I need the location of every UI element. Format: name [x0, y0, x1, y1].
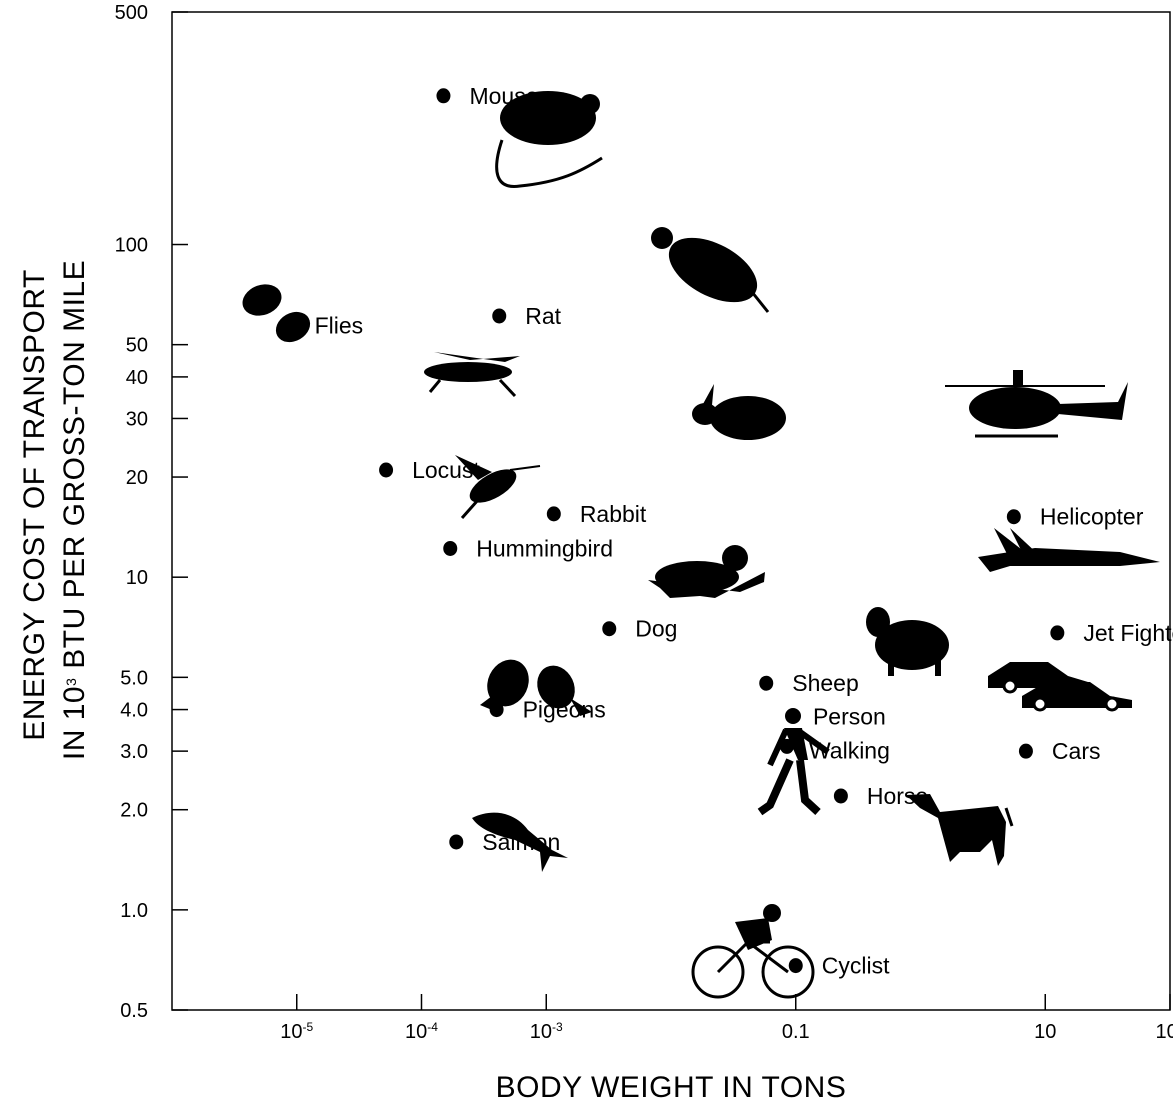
y-axis-title-line2-pre: IN 10 — [58, 686, 91, 760]
y-tick-label: 5.0 — [120, 667, 148, 689]
salmon-icon — [472, 812, 568, 872]
x-tick-label: 10-4 — [405, 1020, 438, 1043]
flies-icon — [242, 284, 311, 343]
x-tick-label-base: 10 — [280, 1021, 302, 1043]
x-tick-label-exponent: -3 — [552, 1020, 563, 1034]
x-tick-label-base: 10 — [1034, 1021, 1056, 1043]
data-point-pigeons — [489, 702, 504, 718]
data-point-hummingbird — [443, 540, 458, 556]
point-label-helicopter: Helicopter — [1040, 504, 1144, 530]
dog-icon — [648, 545, 765, 598]
point-label-mouse: Mouse — [469, 83, 538, 109]
y-axis-title-line2: IN 103 BTU PER GROSS-TON MILE — [58, 260, 91, 760]
data-point-rabbit — [546, 506, 561, 522]
helicopter-icon — [945, 370, 1128, 438]
x-axis-ticks: 10-510-410-30.110102 — [280, 994, 1173, 1043]
cars-icon — [988, 662, 1132, 712]
rabbit-icon — [692, 384, 786, 440]
x-tick-label: 10-3 — [530, 1020, 563, 1043]
x-axis-title: BODY WEIGHT IN TONS — [496, 1071, 847, 1104]
x-tick-label-base: 10 — [530, 1021, 552, 1043]
pigeons-icon — [480, 659, 592, 716]
data-point-person-walking — [779, 738, 794, 754]
plot-frame — [171, 11, 1171, 1011]
point-label-line: Person — [813, 703, 886, 729]
x-tick-label-exponent: -5 — [303, 1020, 314, 1034]
y-tick-label: 50 — [126, 335, 148, 357]
person-walking-icon — [757, 708, 830, 816]
point-label-horse: Horse — [867, 783, 928, 809]
y-tick-label: 100 — [115, 235, 148, 257]
rat-icon — [651, 227, 770, 313]
data-point-rat — [492, 308, 507, 324]
x-tick-label-base: 0.1 — [782, 1021, 810, 1043]
point-label-person-walking: Person Walking — [809, 703, 890, 763]
point-label-pigeons: Pigeons — [523, 697, 606, 723]
y-tick-label: 20 — [126, 467, 148, 489]
x-tick-label: 0.1 — [782, 1021, 810, 1043]
mouse-icon — [495, 91, 603, 188]
y-axis-title-line2-sup: 3 — [63, 678, 79, 686]
y-tick-label: 2.0 — [120, 800, 148, 822]
x-tick-label-base: 10 — [1156, 1021, 1173, 1043]
point-label-jet-fighter: Jet Fighter — [1083, 620, 1173, 646]
data-point-cyclist — [788, 958, 803, 974]
point-label-flies: Flies — [315, 313, 364, 339]
data-point-sheep — [759, 675, 774, 691]
data-points: Mouse Flies Rat Locust Rabbit Helicopter Hummi… — [281, 83, 1173, 979]
sheep-icon — [866, 607, 949, 676]
y-tick-label: 0.5 — [120, 1000, 148, 1022]
point-label-rat: Rat — [525, 303, 561, 329]
x-tick-label: 10 — [1034, 1021, 1056, 1043]
x-tick-label: 10-5 — [280, 1020, 313, 1043]
data-point-flies — [281, 318, 296, 334]
point-label-sheep: Sheep — [792, 670, 859, 696]
y-tick-label: 4.0 — [120, 700, 148, 722]
point-label-rabbit: Rabbit — [580, 501, 647, 527]
point-label-cyclist: Cyclist — [822, 953, 890, 979]
y-tick-label: 3.0 — [120, 741, 148, 763]
y-axis-ticks: 500 100 50 40 30 20 10 5.0 4.0 3.0 2.0 1.0 0.5 — [115, 2, 188, 1022]
horse-icon — [906, 794, 1014, 866]
y-axis-title-line2-post: BTU PER GROSS-TON MILE — [58, 260, 91, 678]
data-point-mouse — [436, 88, 451, 104]
point-label-cars: Cars — [1052, 738, 1101, 764]
y-axis-title: ENERGY COST OF TRANSPORT IN 103 BTU PER … — [18, 260, 91, 760]
y-tick-label: 500 — [115, 2, 148, 24]
data-point-locust — [379, 462, 394, 478]
point-label-hummingbird: Hummingbird — [476, 535, 613, 561]
point-label-dog: Dog — [635, 616, 677, 642]
point-label-locust: Locust — [412, 457, 480, 483]
x-tick-label: 102 — [1156, 1020, 1173, 1043]
y-tick-label: 40 — [126, 367, 148, 389]
data-point-dog — [602, 621, 617, 637]
locust-icon — [424, 352, 520, 398]
x-tick-label-exponent: -4 — [427, 1020, 438, 1034]
y-tick-label: 10 — [126, 567, 148, 589]
point-label-line: Walking — [809, 737, 890, 763]
data-point-jet-fighter — [1050, 625, 1065, 641]
data-point-helicopter — [1006, 509, 1021, 525]
y-tick-label: 1.0 — [120, 900, 148, 922]
data-point-salmon — [449, 834, 464, 850]
hummingbird-icon — [455, 455, 541, 519]
jet-fighter-icon — [978, 528, 1160, 572]
data-point-cars — [1018, 743, 1033, 759]
x-tick-label-base: 10 — [405, 1021, 427, 1043]
y-axis-title-line1: ENERGY COST OF TRANSPORT — [18, 269, 51, 741]
cyclist-icon — [691, 904, 815, 999]
data-point-horse — [833, 788, 848, 804]
y-tick-label: 30 — [126, 408, 148, 430]
point-label-salmon: Salmon — [482, 829, 560, 855]
